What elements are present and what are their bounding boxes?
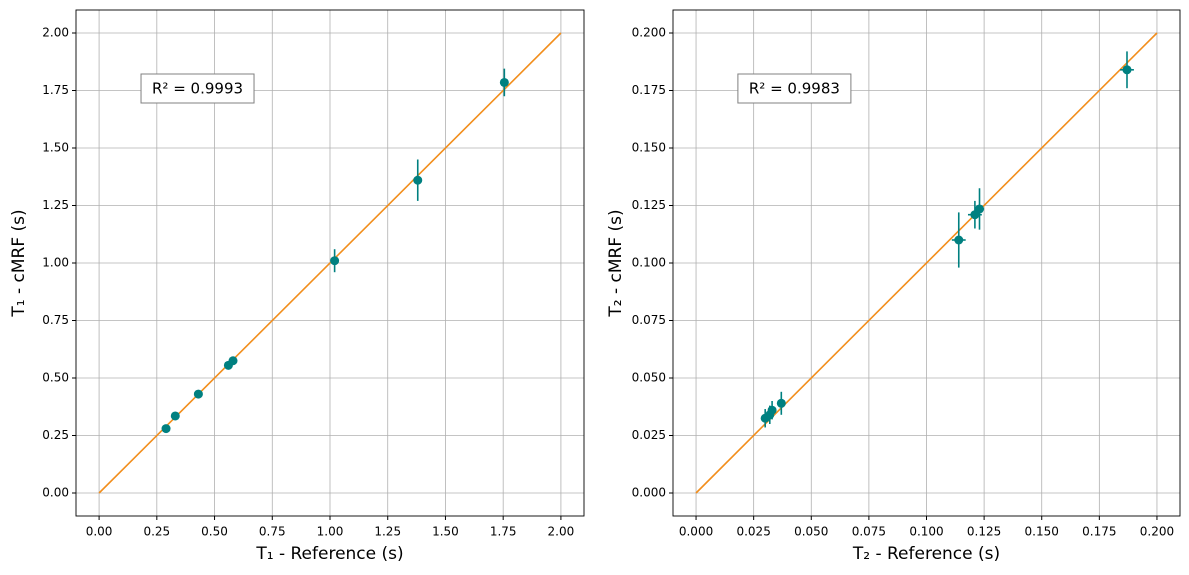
y-axis-label: T₂ - cMRF (s) <box>606 209 626 317</box>
x-tick-label: 0.100 <box>909 525 943 539</box>
x-tick-label: 0.150 <box>1025 525 1059 539</box>
annotation: R² = 0.9993 <box>152 80 243 98</box>
y-tick-label: 0.050 <box>632 371 666 385</box>
point <box>954 235 964 245</box>
point <box>413 175 423 185</box>
x-tick-label: 0.25 <box>143 525 170 539</box>
x-tick-label: 1.50 <box>432 525 459 539</box>
x-tick-label: 0.175 <box>1082 525 1116 539</box>
y-tick-label: 0.025 <box>632 428 666 442</box>
y-tick-label: 1.75 <box>42 83 69 97</box>
point <box>161 424 171 434</box>
y-tick-label: 0.150 <box>632 141 666 155</box>
y-tick-label: 0.100 <box>632 256 666 270</box>
point <box>776 398 786 408</box>
y-tick-label: 1.25 <box>42 198 69 212</box>
y-tick-label: 0.200 <box>632 26 666 40</box>
point <box>330 256 340 266</box>
y-tick-label: 0.50 <box>42 371 69 385</box>
point <box>170 411 180 421</box>
x-axis-label: T₂ - Reference (s) <box>852 544 1000 564</box>
y-tick-label: 0.00 <box>42 486 69 500</box>
x-axis-label: T₁ - Reference (s) <box>255 544 403 564</box>
x-tick-label: 2.00 <box>548 525 575 539</box>
y-tick-label: 0.075 <box>632 313 666 327</box>
x-tick-label: 1.00 <box>317 525 344 539</box>
y-tick-label: 0.25 <box>42 428 69 442</box>
y-tick-label: 1.50 <box>42 141 69 155</box>
point <box>767 405 777 415</box>
y-tick-label: 1.00 <box>42 256 69 270</box>
point <box>975 204 985 214</box>
point <box>228 356 238 366</box>
y-tick-label: 2.00 <box>42 26 69 40</box>
x-tick-label: 0.200 <box>1140 525 1174 539</box>
x-tick-label: 0.75 <box>259 525 286 539</box>
y-tick-label: 0.000 <box>632 486 666 500</box>
plot-frame <box>75 9 585 517</box>
point <box>1122 65 1132 75</box>
x-tick-label: 1.25 <box>374 525 401 539</box>
point <box>193 389 203 399</box>
x-tick-label: 0.025 <box>736 525 770 539</box>
x-tick-label: 0.00 <box>86 525 113 539</box>
annotation-box <box>140 73 255 104</box>
x-tick-label: 0.000 <box>679 525 713 539</box>
y-axis-label: T₁ - cMRF (s) <box>9 209 29 317</box>
y-tick-label: 0.175 <box>632 83 666 97</box>
annotation: R² = 0.9983 <box>749 80 840 98</box>
plot-frame <box>672 9 1181 517</box>
annotation-box <box>737 73 852 104</box>
y-tick-label: 0.125 <box>632 198 666 212</box>
x-tick-label: 1.75 <box>490 525 517 539</box>
x-tick-label: 0.075 <box>852 525 886 539</box>
point <box>499 77 509 87</box>
x-tick-label: 0.050 <box>794 525 828 539</box>
x-tick-label: 0.125 <box>967 525 1001 539</box>
y-tick-label: 0.75 <box>42 313 69 327</box>
x-tick-label: 0.50 <box>201 525 228 539</box>
